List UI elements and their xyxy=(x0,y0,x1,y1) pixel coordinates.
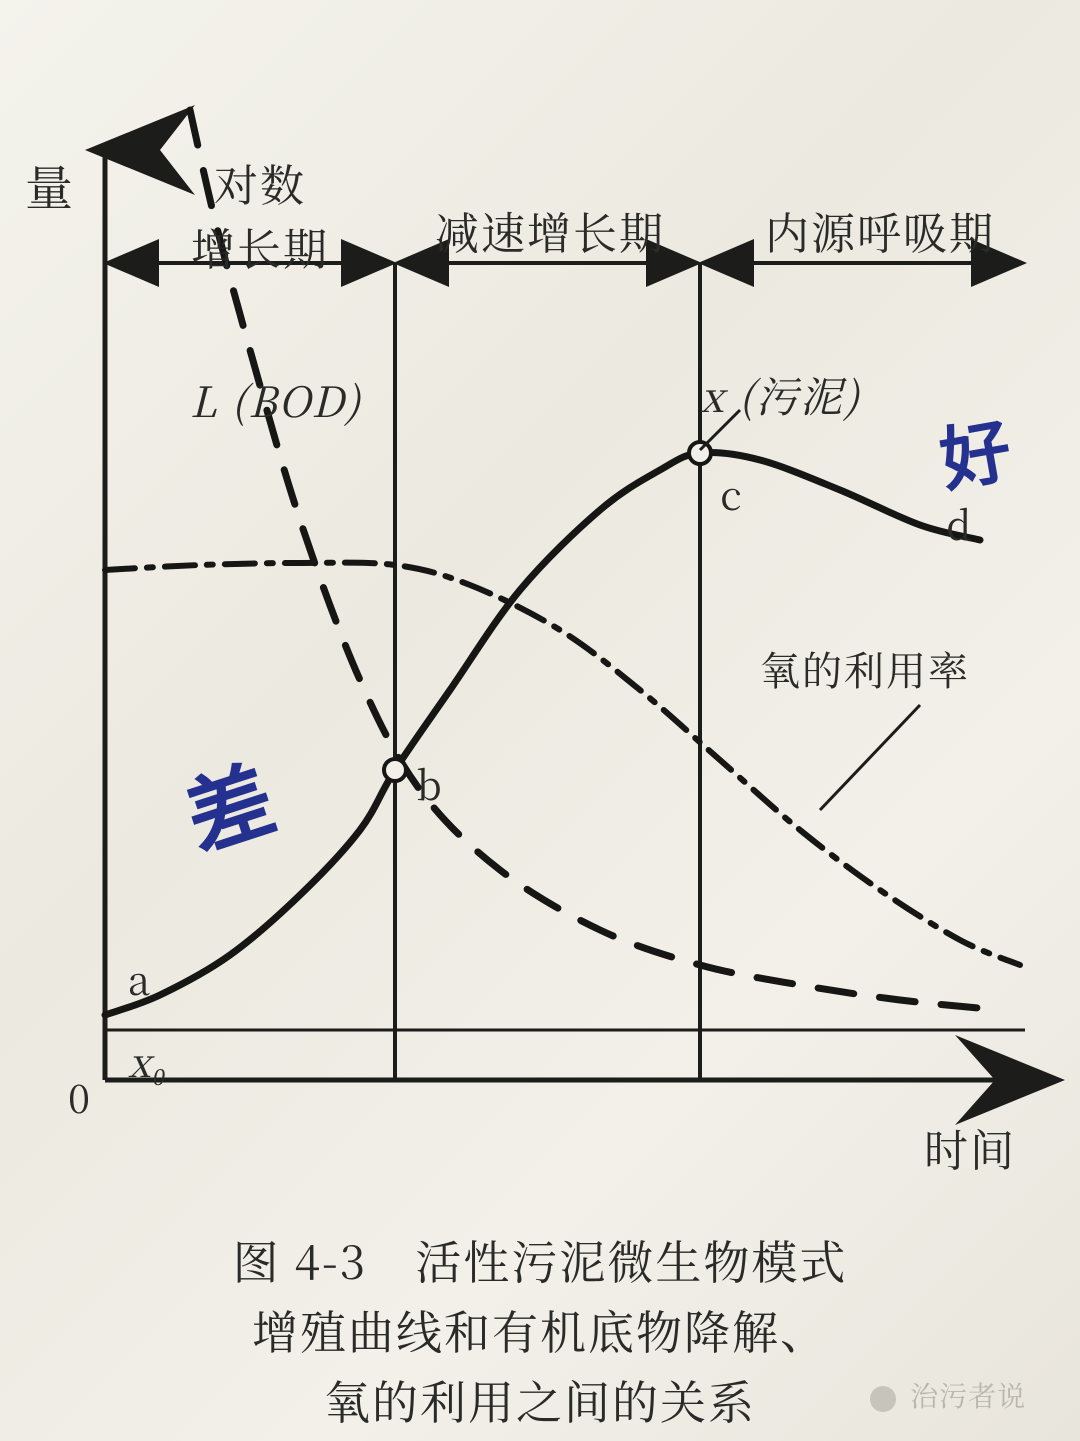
point-c-label: c xyxy=(712,465,752,522)
point-b-label: b xyxy=(410,755,450,812)
oxygen-curve-label: 氧的利用率 xyxy=(760,640,1060,697)
point-a-label: a xyxy=(120,950,160,1007)
figure-page: 对数 增长期 减速增长期 内源呼吸期 量 时间 0 x₀ L (BOD) x (… xyxy=(0,0,1080,1441)
watermark-text: 治污者说 xyxy=(910,1375,1026,1415)
x-axis-label: 时间 xyxy=(900,1115,1040,1179)
phase-log-line1: 对数 xyxy=(130,150,390,214)
caption-line2: 增殖曲线和有机底物降解、 xyxy=(0,1295,1080,1365)
phase-log-label: 对数 增长期 xyxy=(130,150,390,278)
phase-decel-label: 减速增长期 xyxy=(400,198,700,262)
phase-endo-label: 内源呼吸期 xyxy=(720,198,1040,262)
x0-label: x₀ xyxy=(128,1032,208,1089)
watermark: 治污者说 xyxy=(870,1375,1026,1415)
origin-label: 0 xyxy=(60,1068,100,1125)
y-axis-label: 量 xyxy=(20,150,80,219)
sludge-curve-label: x (污泥) xyxy=(700,365,960,425)
bod-curve-label: L (BOD) xyxy=(190,370,450,430)
caption-line1: 图 4-3 活性污泥微生物模式 xyxy=(0,1225,1080,1295)
phase-log-line2: 增长期 xyxy=(130,214,390,278)
